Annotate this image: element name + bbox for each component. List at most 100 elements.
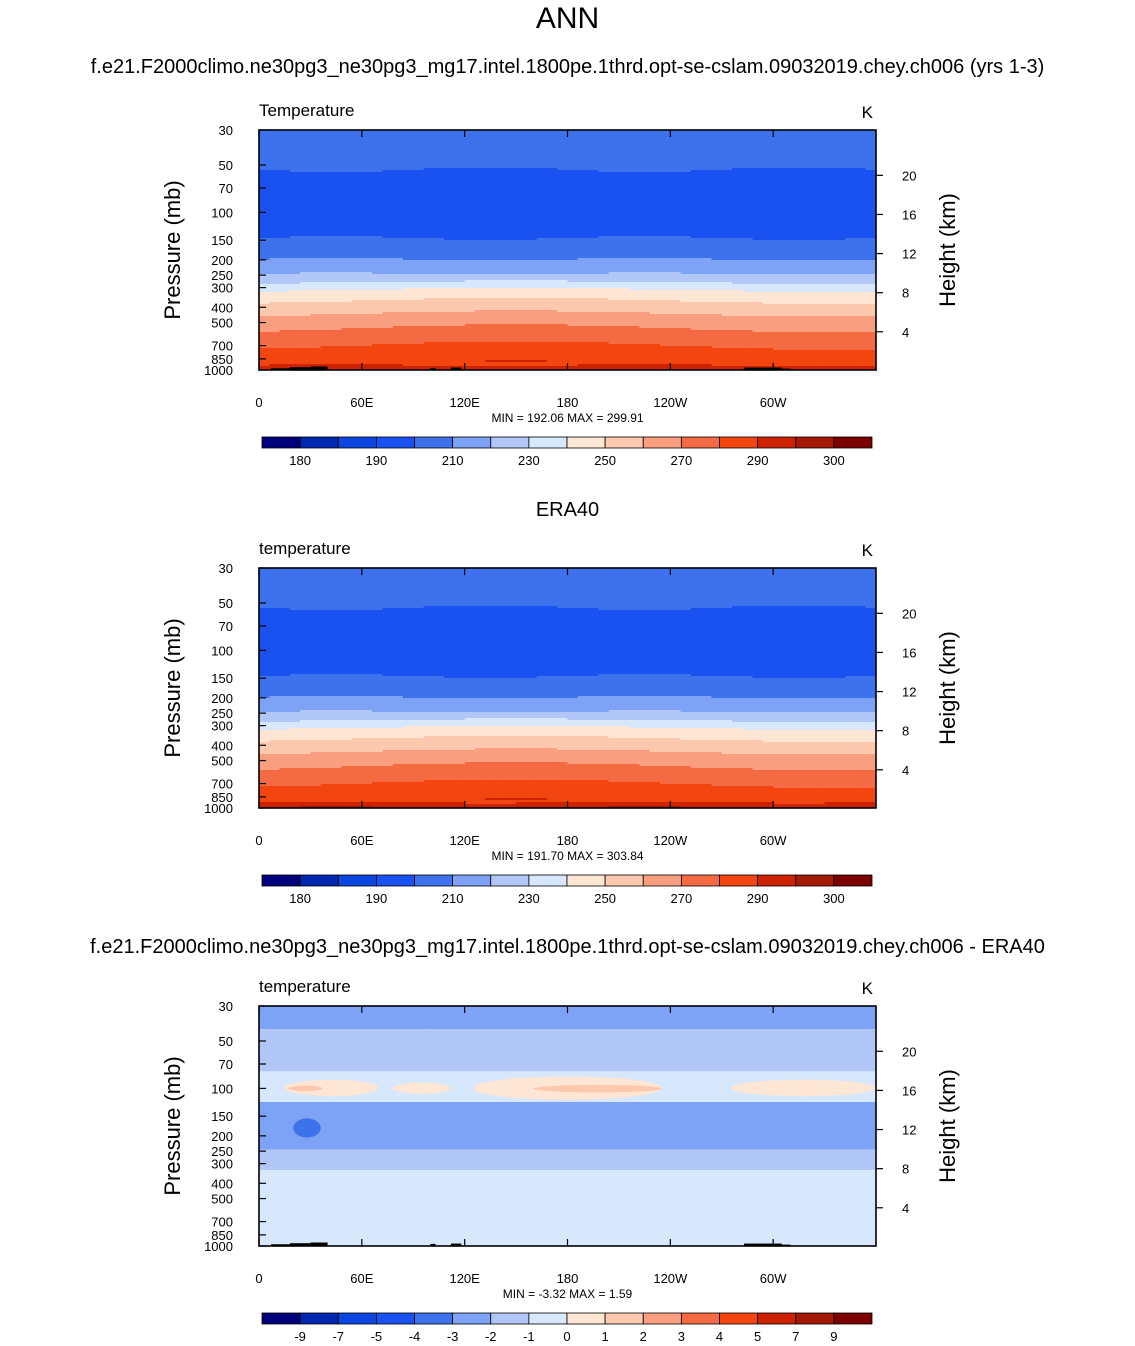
contour-cell bbox=[495, 186, 507, 189]
contour-cell bbox=[588, 164, 599, 167]
contour-cell bbox=[855, 230, 867, 233]
contour-cell bbox=[608, 136, 620, 139]
contour-cell bbox=[423, 238, 435, 241]
contour-cell bbox=[279, 200, 291, 203]
contour-cell bbox=[742, 212, 754, 215]
contour-cell bbox=[361, 286, 373, 289]
contour-cell bbox=[536, 284, 548, 287]
contour-cell bbox=[516, 224, 527, 227]
contour-cell bbox=[865, 232, 876, 235]
contour-cell bbox=[320, 200, 332, 203]
contour-cell bbox=[608, 272, 620, 275]
contour-cell bbox=[372, 196, 383, 199]
contour-cell bbox=[649, 260, 661, 263]
contour-cell bbox=[474, 144, 486, 147]
contour-cell bbox=[300, 244, 312, 247]
contour-cell bbox=[433, 246, 445, 249]
contour-cell bbox=[289, 134, 301, 137]
contour-cell bbox=[639, 258, 651, 261]
contour-cell bbox=[546, 288, 558, 291]
contour-cell bbox=[608, 240, 620, 243]
contour-cell bbox=[454, 162, 466, 165]
contour-cell bbox=[752, 290, 764, 293]
contour-cell bbox=[567, 266, 579, 269]
contour-cell bbox=[351, 174, 363, 177]
contour-cell bbox=[300, 160, 312, 163]
contour-cell bbox=[454, 234, 466, 237]
contour-cell bbox=[259, 194, 270, 197]
contour-cell bbox=[588, 258, 599, 261]
contour-cell bbox=[474, 162, 486, 165]
contour-cell bbox=[279, 292, 291, 295]
contour-cell bbox=[577, 206, 589, 209]
contour-cell bbox=[773, 208, 785, 211]
contour-cell bbox=[577, 196, 589, 199]
contour-cell bbox=[413, 210, 425, 213]
contour-cell bbox=[773, 272, 785, 275]
contour-cell bbox=[742, 278, 754, 281]
contour-cell bbox=[505, 194, 517, 197]
contour-cell bbox=[608, 244, 620, 247]
contour-cell bbox=[351, 192, 363, 195]
contour-cell bbox=[526, 174, 538, 177]
contour-cell bbox=[330, 258, 342, 261]
contour-cell bbox=[639, 194, 651, 197]
contour-cell bbox=[567, 254, 579, 257]
contour-cell bbox=[711, 162, 723, 165]
contour-cell bbox=[402, 266, 414, 269]
contour-cell bbox=[814, 268, 826, 271]
contour-cell bbox=[742, 168, 754, 171]
contour-cell bbox=[629, 266, 641, 269]
contour-cell bbox=[259, 290, 270, 293]
contour-cell bbox=[444, 198, 455, 201]
contour-cell bbox=[855, 252, 867, 255]
contour-cell bbox=[269, 286, 281, 289]
contour-cell bbox=[300, 154, 312, 157]
contour-cell bbox=[618, 288, 630, 291]
contour-cell bbox=[495, 212, 507, 215]
contour-cell bbox=[269, 182, 281, 185]
contour-cell bbox=[773, 220, 785, 223]
contour-cell bbox=[742, 194, 754, 197]
contour-cell bbox=[711, 160, 723, 163]
contour-cell bbox=[670, 176, 682, 179]
contour-cell bbox=[310, 248, 322, 251]
contour-cell bbox=[618, 204, 630, 207]
contour-cell bbox=[454, 182, 466, 185]
contour-cell bbox=[279, 192, 291, 195]
contour-cell bbox=[804, 172, 815, 175]
contour-cell bbox=[413, 208, 425, 211]
contour-cell bbox=[372, 274, 383, 277]
contour-cell bbox=[773, 160, 785, 163]
contour-cell bbox=[618, 186, 630, 189]
contour-cell bbox=[454, 134, 466, 137]
contour-cell bbox=[701, 292, 713, 295]
contour-cell bbox=[762, 220, 774, 223]
contour-cell bbox=[865, 230, 876, 233]
contour-cell bbox=[762, 234, 774, 237]
contour-cell bbox=[351, 270, 363, 273]
contour-cell bbox=[680, 256, 692, 259]
contour-cell bbox=[690, 188, 702, 191]
contour-cell bbox=[814, 248, 826, 251]
contour-cell bbox=[773, 204, 785, 207]
contour-cell bbox=[279, 230, 291, 233]
contour-cell bbox=[372, 192, 383, 195]
contour-cell bbox=[372, 210, 383, 213]
contour-cell bbox=[649, 228, 661, 231]
contour-cell bbox=[773, 142, 785, 145]
contour-cell bbox=[351, 184, 363, 187]
contour-cell bbox=[649, 144, 661, 147]
contour-cell bbox=[855, 274, 867, 277]
contour-cell bbox=[783, 160, 795, 163]
contour-cell bbox=[557, 188, 569, 191]
contour-cell bbox=[711, 208, 723, 211]
contour-cell bbox=[546, 202, 558, 205]
contour-cell bbox=[649, 168, 661, 171]
contour-cell bbox=[865, 192, 876, 195]
contour-cell bbox=[557, 180, 569, 183]
contour-cell bbox=[259, 250, 270, 253]
contour-cell bbox=[629, 218, 641, 221]
contour-cell bbox=[834, 276, 846, 279]
contour-cell bbox=[721, 148, 733, 151]
